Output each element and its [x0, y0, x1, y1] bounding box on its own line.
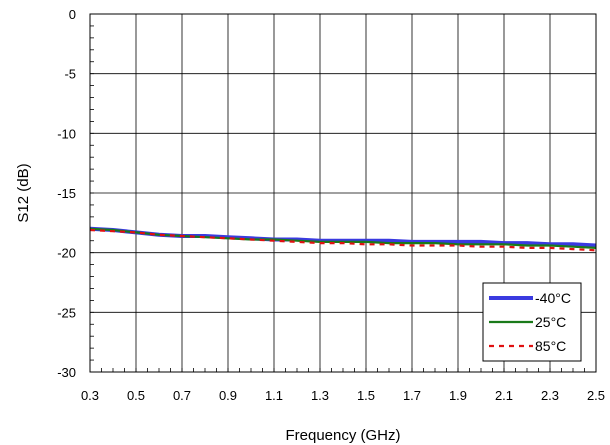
x-tick-label: 0.9 [219, 388, 237, 403]
x-tick-label: 1.3 [311, 388, 329, 403]
x-tick-label: 2.3 [541, 388, 559, 403]
x-tick-label: 1.5 [357, 388, 375, 403]
x-tick-label: 1.1 [265, 388, 283, 403]
x-tick-label: 0.3 [81, 388, 99, 403]
x-tick-label: 0.5 [127, 388, 145, 403]
x-tick-label: 2.5 [587, 388, 605, 403]
series-layer [89, 226, 597, 252]
y-tick-labels: 0 -5 -10 -15 -20 -25 -30 [57, 7, 76, 380]
x-tick-label: 1.7 [403, 388, 421, 403]
series-line-2 [89, 228, 597, 252]
y-tick-label: -25 [57, 305, 76, 320]
y-tick-label: -20 [57, 246, 76, 261]
legend: -40°C 25°C 85°C [482, 282, 582, 362]
y-tick-label: -30 [57, 365, 76, 380]
x-tick-labels: 0.3 0.5 0.7 0.9 1.1 1.3 1.5 1.7 1.9 2.1 2.3 2.5 [81, 388, 605, 403]
x-tick-label: 0.7 [173, 388, 191, 403]
x-tick-label: 2.1 [495, 388, 513, 403]
legend-label-1: 25°C [535, 314, 566, 330]
y-tick-label: -10 [57, 126, 76, 141]
series-line-1 [89, 227, 597, 249]
legend-label-0: -40°C [535, 290, 571, 306]
x-axis-title: Frequency (GHz) [285, 427, 400, 444]
legend-label-2: 85°C [535, 338, 566, 354]
y-axis-title: S12 (dB) [15, 163, 32, 222]
x-tick-label: 1.9 [449, 388, 467, 403]
y-tick-label: -5 [64, 67, 76, 82]
y-tick-label: -15 [57, 186, 76, 201]
plot-frame [89, 13, 597, 373]
y-tick-label: 0 [69, 7, 76, 22]
